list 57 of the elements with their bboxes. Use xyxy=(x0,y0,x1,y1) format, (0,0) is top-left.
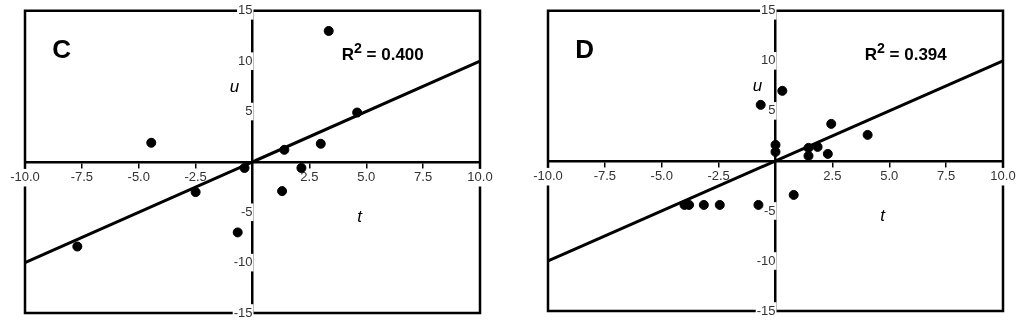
y-tick-label: 15 xyxy=(238,2,253,18)
y-axis-title: u xyxy=(229,76,240,97)
point xyxy=(755,99,766,110)
x-tick-label: -7.5 xyxy=(70,169,94,185)
x-axis-title: t xyxy=(880,205,885,226)
point xyxy=(146,137,157,148)
annotation: R$^{2}$ = 0.400 xyxy=(341,40,424,65)
x-tick-label: 5.0 xyxy=(880,168,899,184)
y-axis-title: u xyxy=(752,76,763,97)
point xyxy=(72,241,83,252)
y-tick-label: -15 xyxy=(233,304,253,320)
y-tick-label: 10 xyxy=(238,52,253,68)
point xyxy=(239,162,250,173)
point xyxy=(826,118,837,129)
y-tick-label: -5 xyxy=(240,203,253,219)
text: D xyxy=(575,34,595,66)
point xyxy=(323,25,334,36)
point xyxy=(279,144,290,155)
x-tick-label: -10.0 xyxy=(533,168,563,184)
y-tick-label: 5 xyxy=(245,103,253,119)
x-tick-label: 10.0 xyxy=(467,169,493,185)
text: C xyxy=(52,34,72,66)
point xyxy=(296,162,307,173)
y-tick-label: -10 xyxy=(756,252,776,268)
x-tick-label: -5.0 xyxy=(127,169,150,185)
point xyxy=(277,186,288,197)
point xyxy=(315,138,326,149)
point xyxy=(788,189,799,200)
x-tick-label: 2.5 xyxy=(823,168,842,184)
point xyxy=(232,227,243,238)
x-axis-title: t xyxy=(357,206,362,227)
y-tick-label: 15 xyxy=(761,2,776,18)
point xyxy=(714,199,725,210)
point xyxy=(777,85,788,96)
y-tick-label: -10 xyxy=(233,254,253,270)
y-tick-label: -5 xyxy=(763,202,776,218)
point xyxy=(352,107,363,118)
x-tick-label: 5.0 xyxy=(357,169,376,185)
x-tick-label: -10.0 xyxy=(10,169,40,185)
x-tick-label: -2.5 xyxy=(184,169,207,185)
y-tick-label: -15 xyxy=(756,302,776,318)
x-tick-label: -7.5 xyxy=(593,168,617,184)
point xyxy=(190,187,201,198)
x-tick-label: 7.5 xyxy=(414,169,433,185)
point xyxy=(698,199,709,210)
y-tick-label: 10 xyxy=(761,52,776,68)
x-tick-label: -5.0 xyxy=(650,168,673,184)
x-tick-label: 10.0 xyxy=(990,168,1016,184)
point xyxy=(753,199,764,210)
point xyxy=(822,148,833,159)
point xyxy=(862,129,873,140)
annotation: R$^{2}$ = 0.394 xyxy=(864,40,947,65)
point xyxy=(803,150,814,161)
y-tick-label: 5 xyxy=(768,102,776,118)
x-tick-label: 7.5 xyxy=(937,168,956,184)
x-tick-label: -2.5 xyxy=(707,168,730,184)
x-tick-label: 2.5 xyxy=(300,169,319,185)
